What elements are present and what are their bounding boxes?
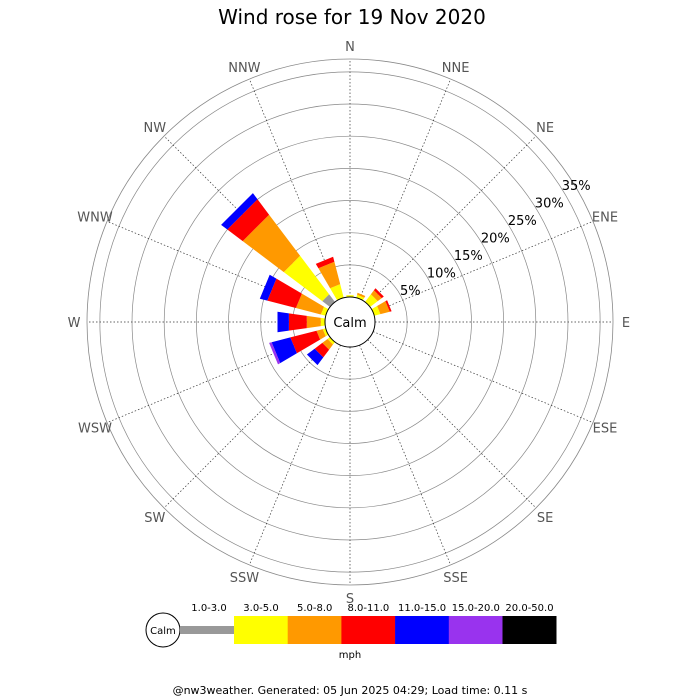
calm-label: Calm (333, 316, 366, 331)
radial-tick-label: 5% (400, 284, 421, 299)
legend-swatch-3 (341, 616, 396, 644)
spoke-sse (359, 344, 451, 566)
direction-label-n: N (345, 40, 355, 55)
direction-label-wsw: WSW (78, 422, 112, 437)
calm-circle (324, 296, 376, 348)
bar-nne-bin-2 (357, 292, 366, 298)
legend-swatch-4 (395, 616, 450, 644)
bar-wnw-bin-4 (259, 274, 277, 301)
bar-ene-bin-3 (385, 300, 392, 312)
bar-wnw-bin-3 (267, 278, 302, 308)
legend-label-1: 3.0-5.0 (243, 603, 278, 614)
spoke-ene (372, 221, 594, 313)
direction-label-ne: NE (536, 121, 554, 136)
legend-label-2: 5.0-8.0 (297, 603, 332, 614)
bar-nnw-bin-2 (318, 261, 341, 289)
speed-legend: Calm 1.0-3.0 3.0-5.0 5.0-8.0 8.0-11.0 11.0-1… (145, 603, 557, 648)
legend-label-0: 1.0-3.0 (191, 603, 226, 614)
bar-ene-bin-2 (377, 301, 390, 315)
bar-wsw-bin-2 (316, 329, 326, 340)
bar-sw-bin-2 (322, 339, 333, 350)
bar-nnw-bin-3 (315, 256, 335, 269)
bar-sw-bin-4 (306, 348, 324, 366)
radial-tick-label: 25% (508, 214, 537, 229)
direction-label-ssw: SSW (230, 571, 260, 586)
bar-wsw-bin-3 (290, 330, 321, 354)
bar-nne-bin-1 (356, 294, 365, 301)
bar-w-bin-2 (306, 315, 321, 329)
bar-wsw-bin-5 (269, 342, 281, 365)
legend-label-4: 11.0-15.0 (398, 603, 446, 614)
radial-tick-labels: 5% 10% 15% 20% 25% 30% 35% (400, 179, 591, 299)
direction-label-nnw: NNW (228, 61, 260, 76)
direction-label-sw: SW (144, 511, 165, 526)
legend-swatch-0 (180, 626, 234, 634)
direction-label-wnw: WNW (77, 210, 113, 225)
direction-label-nne: NNE (442, 61, 470, 76)
calm-center: Calm (324, 296, 376, 348)
radial-grid: N NNE NE ENE E ESE SE SSE S SSW SW WSW W WNW NW NNW (68, 40, 631, 607)
spoke-sw (163, 339, 333, 509)
bar-sw-bin-1 (327, 337, 335, 345)
bar-nnw-bin-1 (330, 284, 344, 301)
chart-title: Wind rose for 19 Nov 2020 (218, 5, 486, 29)
bar-wnw-bin-2 (295, 293, 324, 315)
direction-label-se: SE (537, 511, 553, 526)
bar-nw-bin-0 (322, 294, 335, 307)
spoke-ssw (249, 344, 341, 566)
radial-tick-label: 20% (481, 231, 510, 246)
spoke-ese (372, 331, 594, 423)
legend-swatch-5 (448, 616, 503, 644)
grid-ring-outer (86, 58, 614, 586)
direction-label-ese: ESE (593, 422, 618, 437)
direction-label-ene: ENE (592, 210, 618, 225)
bar-ne-bin-2 (370, 290, 382, 302)
bar-sw-bin-3 (314, 342, 330, 358)
grid-ring (228, 200, 472, 444)
radial-tick-label: 15% (454, 249, 483, 264)
bar-ne-bin-3 (373, 288, 384, 299)
legend-unit: mph (339, 650, 361, 661)
bar-ne-bin-1 (365, 294, 378, 307)
direction-label-e: E (622, 316, 630, 331)
direction-label-sse: SSE (443, 571, 468, 586)
bar-w-bin-3 (288, 313, 307, 331)
direction-label-nw: NW (144, 121, 167, 136)
radial-tick-label: 30% (535, 196, 564, 211)
bar-wsw-bin-1 (322, 328, 329, 337)
radial-tick-label: 35% (562, 179, 591, 194)
bar-wsw-bin-4 (271, 337, 297, 364)
legend-label-5: 15.0-20.0 (452, 603, 500, 614)
legend-calm-label: Calm (150, 626, 176, 637)
bar-nw-bin-1 (283, 255, 330, 302)
bar-nw-bin-4 (221, 193, 258, 230)
legend-swatch-2 (287, 616, 342, 644)
legend-swatch-6 (502, 616, 557, 644)
bar-w-bin-1 (320, 317, 326, 327)
spoke-ne (367, 135, 537, 305)
radial-tick-label: 10% (427, 266, 456, 281)
bar-w-bin-4 (277, 311, 289, 333)
wind-bars (221, 193, 392, 366)
legend-swatch-1 (234, 616, 288, 644)
bar-nw-bin-3 (227, 199, 270, 242)
bar-nw-bin-2 (242, 214, 301, 273)
legend-label-6: 20.0-50.0 (505, 603, 553, 614)
grid-ring (196, 168, 504, 476)
spoke-se (367, 339, 537, 509)
footer-text: @nw3weather. Generated: 05 Jun 2025 04:2… (173, 684, 528, 697)
legend-label-3: 8.0-11.0 (348, 603, 390, 614)
direction-label-s: S (346, 592, 354, 607)
grid-ring (163, 135, 537, 509)
direction-label-w: W (68, 316, 81, 331)
spoke-nne (359, 78, 451, 300)
